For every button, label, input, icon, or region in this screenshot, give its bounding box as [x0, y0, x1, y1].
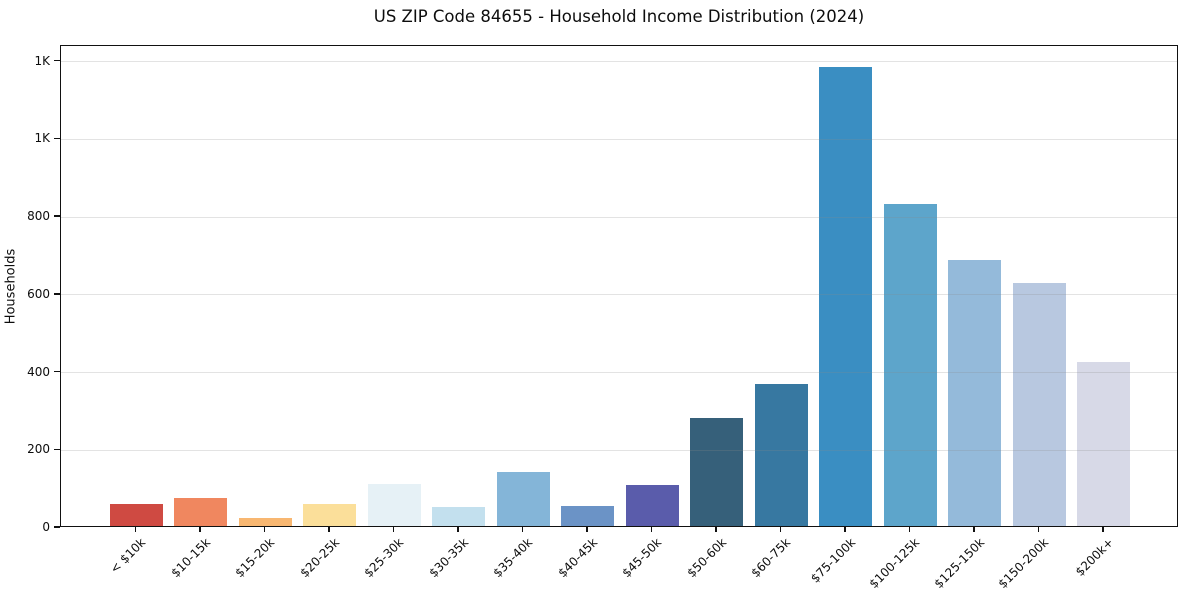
plot-area	[60, 45, 1178, 527]
x-tick-mark	[328, 527, 330, 532]
x-tick-label: $45-50k	[619, 535, 665, 581]
x-tick-mark	[392, 527, 394, 532]
x-tick-mark	[779, 527, 781, 532]
x-tick-label: $125-150k	[931, 535, 987, 590]
x-tick-label: $15-20k	[232, 535, 278, 581]
y-tick-mark	[54, 215, 60, 217]
bar-$200k+	[1077, 362, 1131, 526]
bar-$50-60k	[690, 418, 744, 526]
y-tick-label: 0	[42, 520, 50, 534]
gridline-y-400	[61, 372, 1177, 374]
y-tick-mark	[54, 293, 60, 295]
bar-$75-100k	[819, 67, 873, 526]
x-tick-mark	[844, 527, 846, 532]
x-tick-mark	[1037, 527, 1039, 532]
y-tick-label: 1K	[34, 131, 50, 146]
x-tick-label: $35-40k	[490, 535, 536, 581]
x-tick-mark	[586, 527, 588, 532]
gridline-y-1K	[61, 138, 1177, 140]
x-tick-mark	[1102, 527, 1104, 532]
x-tick-label: $50-60k	[684, 535, 729, 581]
x-tick-mark	[457, 527, 459, 532]
x-tick-label: < $10k	[107, 535, 149, 577]
x-tick-mark	[650, 527, 652, 532]
gridline-y-600	[61, 294, 1177, 296]
x-tick-label: $200k+	[1072, 535, 1116, 579]
gridline-y-1K	[61, 61, 1177, 63]
gridline-y-200	[61, 449, 1177, 451]
x-tick-mark	[134, 527, 136, 532]
y-tick-label: 800	[27, 209, 50, 224]
y-tick-label: 400	[27, 364, 50, 379]
x-tick-label: $60-75k	[748, 535, 794, 581]
x-tick-label: $10-15k	[168, 535, 213, 581]
y-tick-mark	[54, 370, 60, 373]
chart-title: US ZIP Code 84655 - Household Income Dis…	[373, 7, 865, 26]
x-tick-mark	[263, 527, 265, 532]
bar-$20-25k	[303, 503, 357, 526]
y-tick-label: 200	[27, 442, 50, 457]
bar-$30-35k	[432, 506, 486, 526]
y-tick-mark	[54, 526, 60, 528]
x-tick-mark	[715, 527, 717, 532]
bar-$40-45k	[561, 505, 615, 526]
y-tick-label: 600	[27, 286, 50, 301]
x-tick-label: $150-200k	[995, 535, 1052, 590]
bar-$10-15k	[174, 498, 228, 526]
bar-$60-75k	[754, 384, 808, 526]
y-tick-mark	[54, 59, 60, 62]
x-tick-label: $25-30k	[361, 535, 407, 581]
y-tick-label: 1K	[34, 53, 50, 68]
bar-$45-50k	[625, 484, 679, 526]
bar-$100-125k	[883, 203, 937, 526]
bar-$15-20k	[238, 517, 292, 526]
x-tick-label: $40-45k	[555, 535, 600, 581]
x-tick-mark	[908, 527, 910, 532]
bar-$25-30k	[367, 484, 421, 526]
y-tick-mark	[54, 137, 60, 140]
x-tick-mark	[521, 527, 523, 532]
gridline-y-800	[61, 216, 1177, 218]
x-tick-label: $20-25k	[297, 535, 342, 581]
x-tick-mark	[973, 527, 975, 532]
x-tick-label: $75-100k	[807, 535, 858, 586]
bar-< $10k	[109, 503, 163, 526]
bar-$35-40k	[496, 471, 550, 526]
y-tick-mark	[54, 448, 60, 450]
x-tick-label: $100-125k	[866, 535, 923, 590]
bar-$125-150k	[948, 260, 1002, 526]
x-tick-label: $30-35k	[426, 535, 471, 581]
x-tick-mark	[199, 527, 201, 532]
bar-$150-200k	[1012, 282, 1066, 526]
